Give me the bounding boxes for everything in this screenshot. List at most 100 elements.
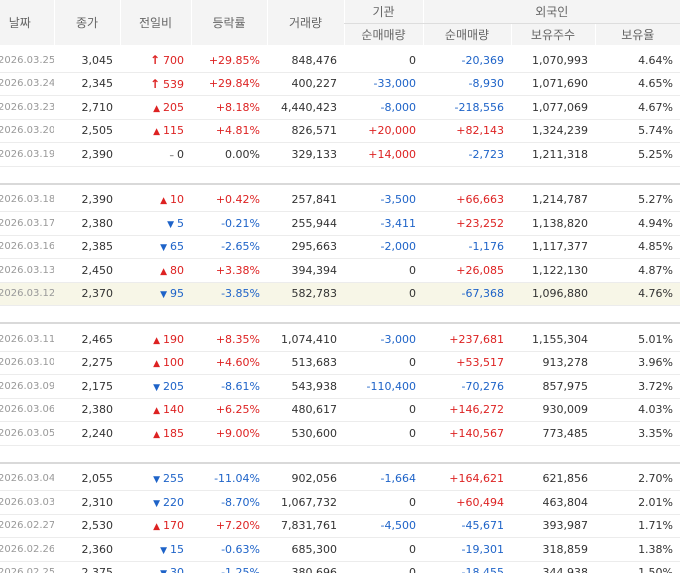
change-value: 190 — [163, 332, 184, 346]
rate-cell: +7.20% — [191, 514, 267, 538]
change-value: 30 — [170, 566, 184, 573]
rate-cell: +8.18% — [191, 95, 267, 120]
rate-cell: +3.38% — [191, 258, 267, 283]
header-close: 종가 — [53, 0, 120, 45]
table-row: 2026.03.09 2,175 ▼ 205 -8.61% 543,938 -110,400… — [0, 374, 680, 399]
foreign-holding-cell: 621,856 — [511, 467, 595, 491]
close-cell: 2,380 — [54, 398, 120, 422]
inst-net-cell: -110,400 — [344, 374, 423, 399]
foreign-ratio-cell: 4.94% — [595, 211, 680, 236]
change-cell: ▼30 — [120, 561, 191, 573]
header-foreign-net: 순매매량 — [422, 23, 511, 45]
foreign-ratio-cell: 5.27% — [595, 188, 680, 212]
foreign-net-cell: -19,301 — [423, 537, 511, 562]
change-value: 255 — [163, 472, 184, 486]
table-row: 2026.03.19 2,390–0 0.00% 329,133 +14,000 -2,7… — [0, 142, 680, 167]
down-triangle-icon: ▼ — [153, 382, 160, 393]
foreign-net-cell: +82,143 — [423, 119, 511, 143]
date-cell: 2026.03.25 — [0, 49, 54, 73]
inst-net-cell: 0 — [344, 421, 423, 446]
foreign-ratio-cell: 5.01% — [595, 328, 680, 352]
table-body: 2026.03.25 3,045 ↑ 700 +29.85% 848,476 0 -20,36… — [0, 45, 680, 573]
rate-cell: +0.42% — [191, 188, 267, 212]
up-triangle-icon: ▲ — [153, 406, 160, 417]
divider-cell — [0, 445, 680, 464]
volume-cell: 255,944 — [267, 211, 344, 236]
inst-net-cell: 0 — [344, 49, 423, 73]
change-value: 170 — [163, 519, 184, 533]
table-row: 2026.03.05 2,240 ▲ 185 +9.00% 530,600 0 +140,56… — [0, 421, 680, 446]
date-cell: 2026.03.17 — [0, 211, 54, 236]
change-value: 220 — [163, 495, 184, 509]
table-row: 2026.03.10 2,275 ▲ 100 +4.60% 513,683 0 +53,517… — [0, 351, 680, 375]
change-cell: ▼ 220 — [120, 490, 191, 515]
date-cell: 2026.02.26 — [0, 537, 54, 562]
foreign-ratio-cell: 2.70% — [595, 467, 680, 491]
foreign-ratio-cell: 3.96% — [595, 351, 680, 375]
table-row: 2026.03.13 2,450 ▲ 80 +3.38% 394,394 0 +26,085 1… — [0, 258, 680, 283]
date-cell: 2026.03.05 — [0, 421, 54, 446]
change-cell: ▲ 205 — [120, 95, 191, 120]
divider-cell — [0, 166, 680, 185]
down-triangle-icon: ▼ — [167, 219, 174, 230]
volume-cell: 848,476 — [267, 49, 344, 73]
volume-cell: 543,938 — [267, 374, 344, 399]
foreign-ratio-cell: 4.76% — [595, 282, 680, 306]
table-row: 2026.03.11 2,465 ▲ 190 +8.35% 1,074,410 -3,000… — [0, 328, 680, 352]
table-row: 2026.02.252,375▼30-1.25%380,6960-18,4553… — [0, 561, 680, 573]
foreign-ratio-cell: 5.74% — [595, 119, 680, 143]
foreign-net-cell: -67,368 — [423, 282, 511, 306]
header-date: 날짜 — [0, 0, 54, 45]
foreign-net-cell: +26,085 — [423, 258, 511, 283]
close-cell: 2,505 — [54, 119, 120, 143]
close-cell: 2,310 — [54, 490, 120, 515]
inst-net-cell: -3,500 — [344, 188, 423, 212]
foreign-net-cell: +164,621 — [423, 467, 511, 491]
date-cell: 2026.03.16 — [0, 235, 54, 259]
rate-cell: -1.25% — [191, 561, 267, 573]
close-cell: 2,390 — [54, 142, 120, 167]
foreign-holding-cell: 1,077,069 — [511, 95, 595, 120]
foreign-net-cell: -218,556 — [423, 95, 511, 120]
rate-cell: -8.70% — [191, 490, 267, 515]
change-cell: ▼ 5 — [120, 211, 191, 236]
header-inst-net: 순매매량 — [343, 23, 423, 45]
inst-net-cell: 0 — [344, 537, 423, 562]
inst-net-cell: -4,500 — [344, 514, 423, 538]
inst-net-cell: +14,000 — [344, 142, 423, 167]
foreign-ratio-cell: 1.38% — [595, 537, 680, 562]
volume-cell: 394,394 — [267, 258, 344, 283]
rate-cell: -3.85% — [191, 282, 267, 306]
change-value: 700 — [163, 54, 184, 68]
date-cell: 2026.03.11 — [0, 328, 54, 352]
foreign-holding-cell: 393,987 — [511, 514, 595, 538]
foreign-ratio-cell: 1.50% — [595, 561, 680, 573]
change-value: 539 — [163, 77, 184, 91]
foreign-net-cell: -18,455 — [423, 561, 511, 573]
volume-cell: 4,440,423 — [267, 95, 344, 120]
foreign-net-cell: +66,663 — [423, 188, 511, 212]
change-value: 205 — [163, 379, 184, 393]
volume-cell: 1,074,410 — [267, 328, 344, 352]
inst-net-cell: 0 — [344, 490, 423, 515]
date-cell: 2026.03.12 — [0, 282, 54, 306]
date-cell: 2026.03.18 — [0, 188, 54, 212]
change-value: 0 — [177, 147, 184, 161]
close-cell: 2,710 — [54, 95, 120, 120]
change-value: 10 — [170, 193, 184, 207]
change-value: 5 — [177, 216, 184, 230]
foreign-ratio-cell: 2.01% — [595, 490, 680, 515]
foreign-net-cell: -20,369 — [423, 49, 511, 73]
close-cell: 2,240 — [54, 421, 120, 446]
volume-cell: 513,683 — [267, 351, 344, 375]
table-row: 2026.03.20 2,505 ▲ 115 +4.81% 826,571 +20,000 +… — [0, 119, 680, 143]
header-foreign: 외국인 — [422, 0, 680, 24]
volume-cell: 257,841 — [267, 188, 344, 212]
inst-net-cell: -33,000 — [344, 72, 423, 96]
foreign-ratio-cell: 4.03% — [595, 398, 680, 422]
date-cell: 2026.03.09 — [0, 374, 54, 399]
rate-cell: 0.00% — [191, 142, 267, 167]
change-cell: ▲ 80 — [120, 258, 191, 283]
